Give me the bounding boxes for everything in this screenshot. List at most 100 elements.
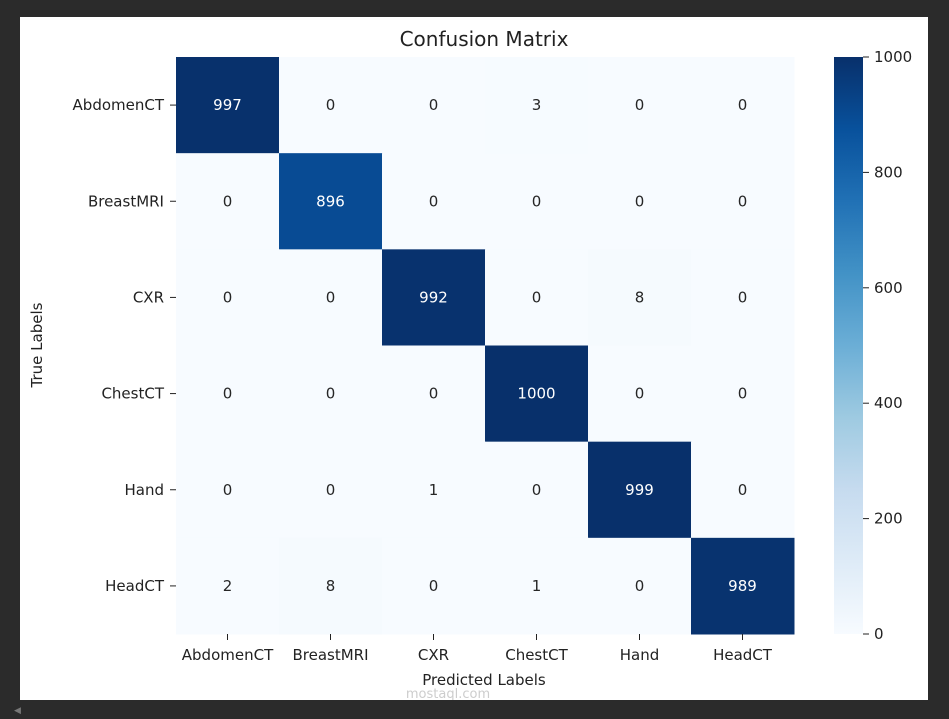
heatmap-cells xyxy=(176,57,795,635)
cell-value-label: 0 xyxy=(635,192,645,210)
x-tick-label: CXR xyxy=(418,646,449,664)
cell-value-label: 3 xyxy=(532,96,542,114)
cell-value-label: 0 xyxy=(738,385,748,403)
heatmap-cell xyxy=(279,537,383,635)
cell-value-label: 0 xyxy=(635,385,645,403)
cell-value-label: 0 xyxy=(429,577,439,595)
cell-value-label: 0 xyxy=(223,481,233,499)
cell-value-label: 0 xyxy=(223,288,233,306)
y-tick-label: HeadCT xyxy=(105,577,165,595)
x-axis-ticks: AbdomenCT BreastMRI CXR ChestCT Hand HeadCT xyxy=(182,634,773,664)
y-tick-label: BreastMRI xyxy=(88,192,164,210)
cell-value-label: 0 xyxy=(429,192,439,210)
heatmap-cell xyxy=(279,345,383,443)
colorbar-tick-label: 400 xyxy=(874,394,903,412)
cell-value-label: 0 xyxy=(326,481,336,499)
colorbar-tick-label: 600 xyxy=(874,279,903,297)
heatmap-cell xyxy=(691,153,795,250)
cell-value-label: 0 xyxy=(429,385,439,403)
colorbar-tick-label: 200 xyxy=(874,510,903,528)
colorbar xyxy=(834,57,863,634)
cell-value-label: 1000 xyxy=(517,385,555,403)
heatmap-cell xyxy=(176,57,280,154)
cell-value-label: 0 xyxy=(738,288,748,306)
heatmap-cell xyxy=(279,249,383,346)
x-tick-label: BreastMRI xyxy=(292,646,368,664)
y-axis-ticks: AbdomenCT BreastMRI CXR ChestCT Hand HeadCT xyxy=(73,96,176,595)
heatmap-cell xyxy=(382,537,486,635)
heatmap-cell xyxy=(691,249,795,346)
cell-value-label: 896 xyxy=(316,192,345,210)
cell-value-label: 1 xyxy=(429,481,439,499)
heatmap-cell xyxy=(382,153,486,250)
colorbar-tick-label: 800 xyxy=(874,163,903,181)
figure-canvas: Confusion Matrix 997 0 0 3 0 0 0 896 0 0 0 0 0 0 992 0 8… xyxy=(20,17,928,700)
x-tick-label: AbdomenCT xyxy=(182,646,274,664)
y-tick-label: AbdomenCT xyxy=(73,96,165,114)
cell-value-label: 2 xyxy=(223,577,233,595)
heatmap-cell xyxy=(176,537,280,635)
cell-value-label: 0 xyxy=(532,481,542,499)
y-tick-label: Hand xyxy=(125,481,165,499)
heatmap-cell xyxy=(176,345,280,443)
scroll-left-icon[interactable]: ◀ xyxy=(14,706,21,716)
heatmap-cell xyxy=(382,441,486,539)
cell-value-label: 0 xyxy=(429,96,439,114)
cell-value-label: 0 xyxy=(532,192,542,210)
heatmap-cell xyxy=(588,153,692,250)
cell-value-label: 989 xyxy=(728,577,757,595)
heatmap-cell xyxy=(279,441,383,539)
chart-title: Confusion Matrix xyxy=(400,27,569,51)
heatmap-cell xyxy=(485,345,589,443)
colorbar-tick-label: 1000 xyxy=(874,48,912,66)
cell-value-label: 0 xyxy=(326,385,336,403)
heatmap-cell xyxy=(279,153,383,250)
colorbar-tick-label: 0 xyxy=(874,625,884,643)
heatmap-cell xyxy=(176,153,280,250)
heatmap-cell xyxy=(588,345,692,443)
cell-value-label: 0 xyxy=(738,481,748,499)
cell-value-label: 0 xyxy=(635,96,645,114)
heatmap-cell xyxy=(588,441,692,539)
heatmap-cell xyxy=(382,57,486,154)
heatmap-cell xyxy=(485,153,589,250)
x-axis-label: Predicted Labels xyxy=(422,671,546,689)
cell-value-label: 999 xyxy=(625,481,654,499)
confusion-matrix-chart: Confusion Matrix 997 0 0 3 0 0 0 896 0 0 0 0 0 0 992 0 8… xyxy=(28,27,912,700)
heatmap-cell xyxy=(279,57,383,154)
y-tick-label: CXR xyxy=(133,288,164,306)
cell-value-label: 0 xyxy=(738,192,748,210)
cell-value-label: 8 xyxy=(326,577,336,595)
cell-value-label: 0 xyxy=(738,96,748,114)
heatmap-cell xyxy=(382,345,486,443)
x-tick-label: ChestCT xyxy=(505,646,568,664)
heatmap-cell xyxy=(176,441,280,539)
x-tick-label: Hand xyxy=(620,646,660,664)
heatmap-cell xyxy=(382,249,486,346)
heatmap-cell xyxy=(176,249,280,346)
cell-value-label: 0 xyxy=(326,96,336,114)
heatmap-cell xyxy=(691,345,795,443)
heatmap-cell xyxy=(485,441,589,539)
cell-value-label: 997 xyxy=(213,96,242,114)
y-axis-label: True Labels xyxy=(28,302,46,388)
cell-value-label: 8 xyxy=(635,288,645,306)
heatmap-cell xyxy=(485,57,589,154)
cell-value-label: 0 xyxy=(532,288,542,306)
cell-value-label: 0 xyxy=(635,577,645,595)
heatmap-cell xyxy=(588,249,692,346)
cell-value-label: 0 xyxy=(326,288,336,306)
x-tick-label: HeadCT xyxy=(713,646,773,664)
heatmap-cell xyxy=(588,57,692,154)
heatmap-cell xyxy=(691,441,795,539)
cell-value-label: 992 xyxy=(419,288,448,306)
colorbar-ticks: 0 200 400 600 800 1000 xyxy=(863,48,912,643)
heatmap-cell-labels: 997 0 0 3 0 00 896 0 0 0 00 0 992 0 8 00 0 0 1000 0 00 0 1 0 999… xyxy=(213,96,757,595)
heatmap-cell xyxy=(485,537,589,635)
cell-value-label: 1 xyxy=(532,577,542,595)
heatmap-cell xyxy=(588,537,692,635)
cell-value-label: 0 xyxy=(223,385,233,403)
y-tick-label: ChestCT xyxy=(101,385,164,403)
heatmap-cell xyxy=(691,537,795,635)
cell-value-label: 0 xyxy=(223,192,233,210)
